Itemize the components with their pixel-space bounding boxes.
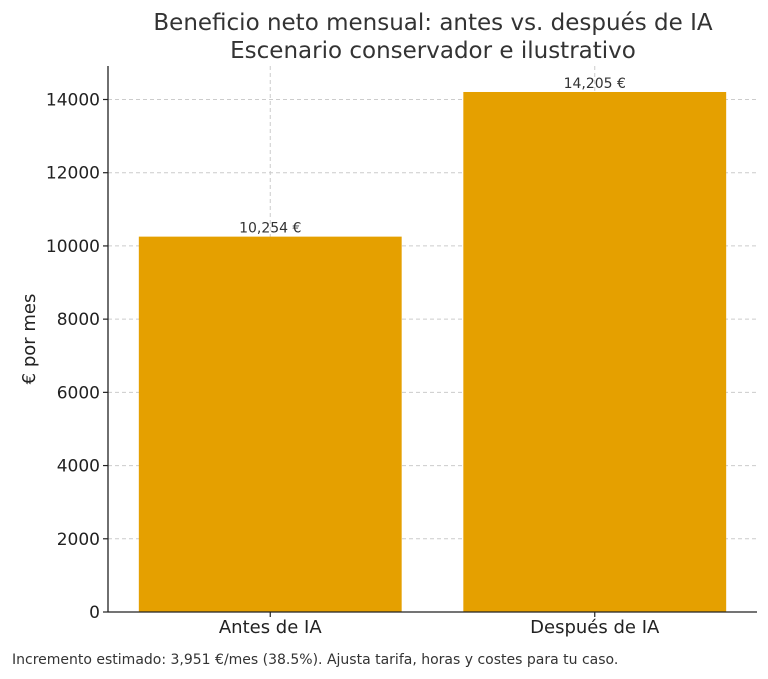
chart-title: Beneficio neto mensual: antes vs. despué… <box>153 10 712 36</box>
bar <box>463 91 727 613</box>
y-tick-label: 14000 <box>46 90 100 110</box>
y-tick-label: 6000 <box>57 383 100 403</box>
bar-value-label: 10,254 € <box>239 221 301 237</box>
footnote: Incremento estimado: 3,951 €/mes (38.5%)… <box>12 652 619 668</box>
y-tick-label: 0 <box>89 603 100 623</box>
bar <box>138 236 402 612</box>
y-tick-label: 4000 <box>57 457 100 477</box>
bar-layer: 10,254 € 14,205 € <box>138 76 727 613</box>
chart-subtitle: Escenario conservador e ilustrativo <box>230 38 636 64</box>
bar-value-label: 14,205 € <box>564 76 626 92</box>
y-tick-label: 10000 <box>46 237 100 257</box>
x-tick-label: Antes de IA <box>219 617 322 638</box>
y-tick-label: 2000 <box>57 530 100 550</box>
y-axis-label: € por mes <box>19 294 40 385</box>
y-tick-label: 12000 <box>46 164 100 184</box>
axis-layer: 0 2000 4000 6000 8000 10000 12000 14000 Antes de… <box>46 66 757 638</box>
y-tick-label: 8000 <box>57 310 100 330</box>
x-tick-label: Después de IA <box>530 617 660 638</box>
